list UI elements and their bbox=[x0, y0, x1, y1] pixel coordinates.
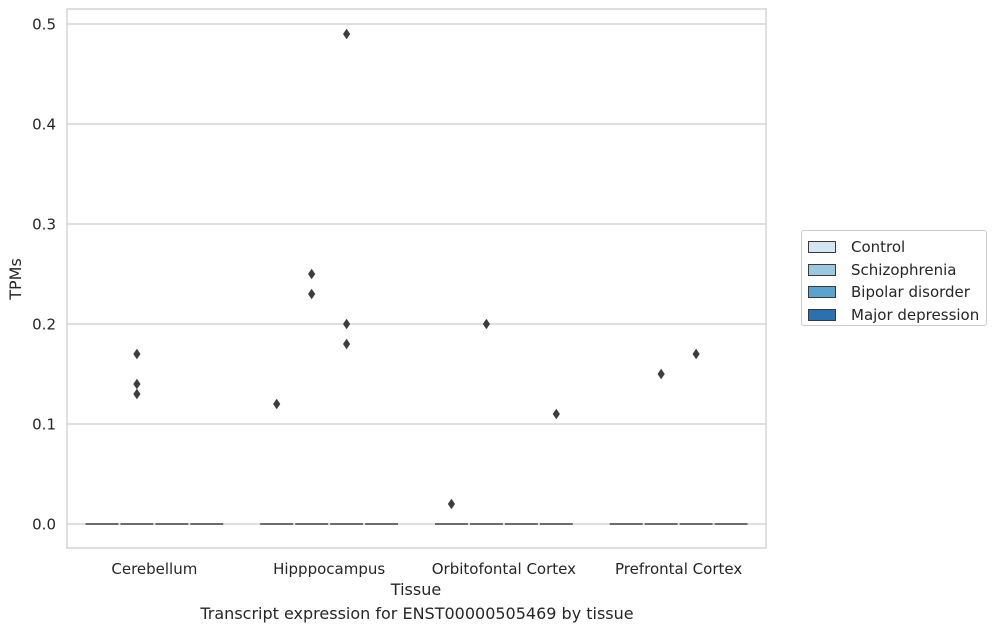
y-tick-label: 0.0 bbox=[32, 516, 56, 534]
outlier-point bbox=[692, 348, 700, 360]
chart-caption: Transcript expression for ENST0000050546… bbox=[200, 604, 634, 623]
outliers bbox=[133, 28, 700, 510]
plot-frame bbox=[66, 8, 767, 549]
y-tick-label: 0.1 bbox=[32, 416, 56, 434]
outlier-point bbox=[552, 408, 560, 420]
x-axis-label: Tissue bbox=[390, 580, 441, 599]
y-tick-label: 0.4 bbox=[32, 116, 56, 134]
x-tick-label: Hipppocampus bbox=[273, 560, 385, 578]
y-tick-label: 0.2 bbox=[32, 316, 56, 334]
legend-label-bipolar-disorder: Bipolar disorder bbox=[851, 283, 970, 302]
outlier-point bbox=[343, 318, 351, 330]
legend-swatch-control bbox=[808, 241, 836, 254]
legend-item-control: Control bbox=[808, 236, 986, 259]
legend-label-major-depression: Major depression bbox=[851, 305, 980, 324]
gridlines bbox=[67, 23, 766, 525]
y-axis-label: TPMs bbox=[6, 258, 25, 301]
legend-label-schizophrenia: Schizophrenia bbox=[851, 260, 957, 279]
legend-swatch-schizophrenia bbox=[808, 263, 836, 276]
legend-item-schizophrenia: Schizophrenia bbox=[808, 259, 986, 282]
outlier-point bbox=[308, 268, 316, 280]
outlier-point bbox=[308, 288, 316, 300]
x-tick-label: Prefrontal Cortex bbox=[615, 560, 742, 578]
legend-item-bipolar-disorder: Bipolar disorder bbox=[808, 281, 986, 304]
x-tick-label: Cerebellum bbox=[111, 560, 197, 578]
outlier-point bbox=[133, 388, 141, 400]
x-tick-label: Orbitofontal Cortex bbox=[432, 560, 576, 578]
y-tick-labels: 0.0 0.1 0.2 0.3 0.4 0.5 bbox=[32, 16, 56, 534]
legend: Control Schizophrenia Bipolar disorder M… bbox=[801, 230, 987, 326]
x-tick-labels: Cerebellum Hipppocampus Orbitofontal Corte… bbox=[111, 560, 742, 578]
legend-item-major-depression: Major depression bbox=[808, 304, 986, 327]
legend-swatch-bipolar-disorder bbox=[808, 286, 836, 299]
legend-label-control: Control bbox=[851, 238, 906, 257]
outlier-point bbox=[133, 348, 141, 360]
legend-swatch-major-depression bbox=[808, 308, 836, 321]
y-tick-label: 0.3 bbox=[32, 216, 56, 234]
outlier-point bbox=[447, 498, 456, 510]
outlier-point bbox=[482, 318, 490, 330]
outlier-point bbox=[343, 28, 351, 40]
outlier-point bbox=[273, 398, 281, 410]
outlier-point bbox=[133, 378, 141, 390]
outlier-point bbox=[657, 368, 665, 380]
y-tick-label: 0.5 bbox=[32, 16, 56, 34]
outlier-point bbox=[343, 338, 351, 350]
